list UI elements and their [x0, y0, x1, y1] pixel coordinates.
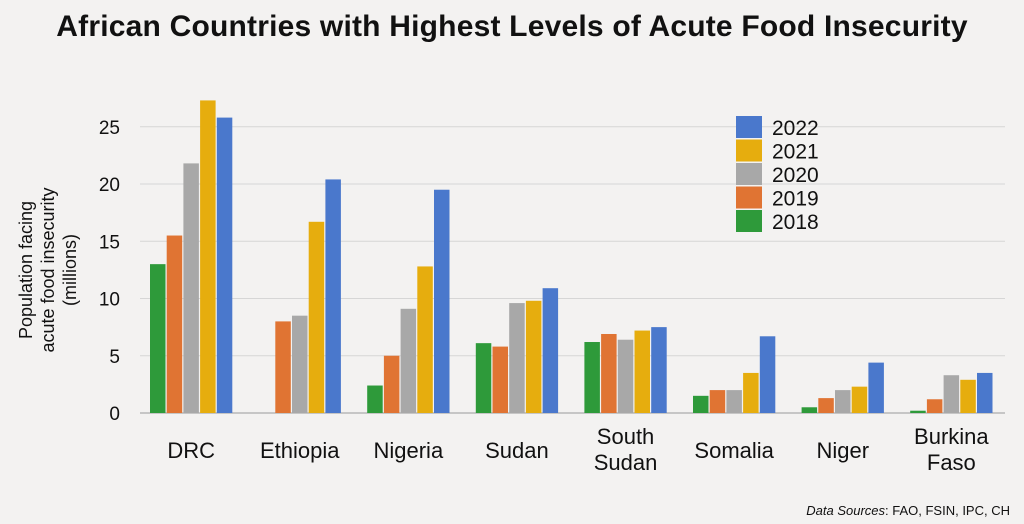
bar-2018-drc	[150, 264, 166, 413]
bar-2020-somalia	[726, 390, 742, 413]
legend-label-2018: 2018	[772, 211, 819, 234]
x-category-label: Niger	[816, 438, 869, 463]
bar-2022-sudan	[542, 288, 559, 413]
x-category-label: Sudan	[594, 450, 658, 475]
legend-label-2019: 2019	[772, 188, 819, 211]
legend-swatch-2018	[736, 210, 762, 232]
bar-2022-niger	[868, 362, 884, 413]
bar-2021-drc	[200, 100, 216, 413]
y-tick-label: 20	[99, 175, 120, 196]
bar-2018-nigeria	[367, 385, 383, 413]
bar-2022-burkina-faso	[977, 372, 993, 413]
bar-2021-niger	[851, 386, 868, 413]
x-category-label: Nigeria	[373, 438, 443, 463]
legend-swatch-2022	[736, 116, 762, 138]
bar-2019-ethiopia	[275, 321, 291, 413]
bar-2019-burkina-faso	[926, 399, 943, 413]
y-axis-label: Population facing acute food insecurity (m…	[16, 187, 80, 352]
x-category-label: Somalia	[694, 438, 774, 463]
chart-title: African Countries with Highest Levels of…	[56, 10, 968, 43]
x-category-label: Ethiopia	[260, 438, 340, 463]
legend-label-2021: 2021	[772, 141, 819, 164]
y-tick-label: 0	[109, 404, 120, 425]
x-category-label: DRC	[167, 438, 215, 463]
bar-2020-burkina-faso	[943, 375, 960, 413]
bar-2020-sudan	[509, 303, 525, 413]
legend-swatch-2021	[736, 139, 762, 162]
bar-2022-south-sudan	[651, 327, 667, 413]
y-tick-label: 25	[99, 118, 120, 139]
bar-2020-niger	[835, 390, 851, 413]
y-axis-ticks: 0 5 10 15 20 25	[99, 118, 120, 425]
bar-2022-ethiopia	[325, 179, 341, 413]
bar-2021-sudan	[525, 300, 542, 413]
y-axis-label-line: Population facing	[16, 201, 36, 339]
bar-2021-nigeria	[417, 266, 433, 413]
legend-swatch-2020	[736, 163, 762, 185]
bar-2020-south-sudan	[617, 339, 634, 413]
bar-2021-ethiopia	[308, 221, 325, 413]
bar-2019-niger	[818, 398, 834, 413]
bar-2019-sudan	[492, 346, 508, 413]
bar-2020-nigeria	[400, 308, 417, 413]
bar-2018-burkina-faso	[910, 410, 926, 413]
bar-2022-somalia	[759, 336, 776, 413]
x-category-label: Faso	[927, 450, 976, 475]
bar-2019-drc	[166, 235, 183, 413]
bar-2021-burkina-faso	[960, 379, 976, 413]
bar-2022-drc	[216, 117, 233, 413]
bar-2018-somalia	[693, 395, 709, 413]
legend-label-2020: 2020	[772, 164, 819, 187]
bar-2020-drc	[183, 163, 199, 413]
bar-2019-nigeria	[383, 355, 400, 413]
y-tick-label: 15	[99, 232, 120, 253]
bar-2018-sudan	[475, 343, 492, 413]
x-category-label: Burkina	[914, 424, 989, 449]
data-sources-text: : FAO, FSIN, IPC, CH	[885, 503, 1010, 518]
legend-label-2022: 2022	[772, 117, 819, 140]
y-axis-label-line: (millions)	[60, 234, 80, 306]
y-tick-label: 5	[109, 347, 120, 368]
bar-2022-nigeria	[434, 189, 450, 413]
x-category-label: Sudan	[485, 438, 549, 463]
bars	[150, 100, 993, 413]
bar-2018-south-sudan	[584, 342, 600, 413]
legend-swatch-2019	[736, 186, 762, 209]
bar-2020-ethiopia	[292, 315, 308, 413]
bar-2021-somalia	[743, 372, 759, 413]
bar-2018-niger	[801, 407, 818, 413]
x-category-label: South	[597, 424, 655, 449]
bar-2019-somalia	[709, 390, 726, 413]
data-sources-label: Data Sources	[806, 503, 886, 518]
data-sources-note: Data Sources: FAO, FSIN, IPC, CH	[806, 503, 1010, 518]
bar-2021-south-sudan	[634, 330, 650, 413]
y-axis-label-line: acute food insecurity	[38, 187, 58, 352]
y-tick-label: 10	[99, 290, 120, 311]
bar-2019-south-sudan	[601, 333, 617, 413]
